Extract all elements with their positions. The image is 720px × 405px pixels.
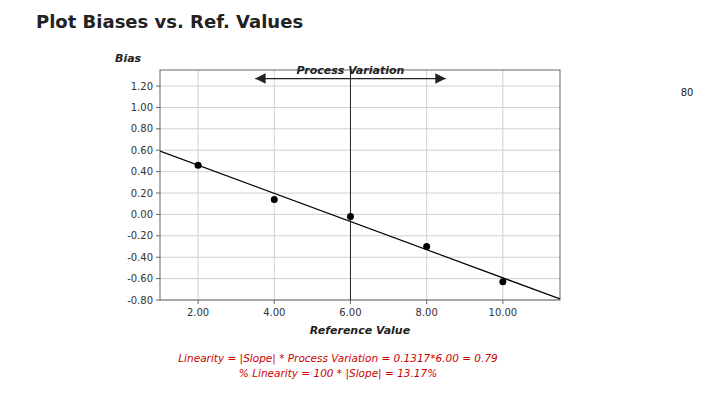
x-tick-label: 8.00 — [416, 307, 438, 318]
y-axis-label: Bias — [115, 52, 142, 65]
y-tick-label: -0.60 — [127, 273, 153, 284]
y-grid-line — [160, 257, 560, 258]
grid — [160, 70, 560, 300]
x-axis-label: Reference Value — [310, 324, 411, 337]
x-tick — [502, 300, 503, 304]
x-tick-label: 6.00 — [339, 307, 361, 318]
y-grid-line — [160, 214, 560, 215]
x-tick — [274, 300, 275, 304]
process-variation-label: Process Variation — [297, 64, 405, 77]
y-tick — [156, 235, 160, 236]
y-tick-label: 0.80 — [131, 123, 153, 134]
x-tick-label: 4.00 — [263, 307, 285, 318]
x-tick — [198, 300, 199, 304]
y-grid-line — [160, 278, 560, 279]
y-tick — [156, 171, 160, 172]
y-tick — [156, 128, 160, 129]
y-tick-label: 1.20 — [131, 81, 153, 92]
y-tick-label: 0.40 — [131, 166, 153, 177]
x-grid-line — [274, 70, 275, 300]
x-grid-line — [426, 70, 427, 300]
y-tick — [156, 86, 160, 87]
fit-line — [160, 151, 560, 299]
y-tick — [156, 193, 160, 194]
x-tick-label: 2.00 — [187, 307, 209, 318]
y-grid-line — [160, 193, 560, 194]
vertical-line — [350, 70, 351, 300]
plot-area — [160, 70, 560, 300]
y-grid-line — [160, 128, 560, 129]
annotation: Linearity = |Slope| * Process Variation … — [178, 352, 498, 365]
annotation: % Linearity = 100 * |Slope| = 13.17% — [239, 367, 437, 380]
y-tick-label: 0.60 — [131, 145, 153, 156]
title: Plot Biases vs. Ref. Values — [36, 11, 303, 32]
y-tick-label: -0.40 — [127, 252, 153, 263]
chart: Plot Biases vs. Ref. Values 2.00 4.00 6.00 8… — [0, 0, 720, 405]
plot-frame — [160, 70, 560, 300]
y-grid-line — [160, 235, 560, 236]
scatter-point — [271, 196, 278, 203]
y-grid-line — [160, 107, 560, 108]
y-grid-line — [160, 150, 560, 151]
y-tick — [156, 107, 160, 108]
y-tick — [156, 150, 160, 151]
process-variation-arrow — [255, 78, 445, 79]
y-tick-label: -0.20 — [127, 230, 153, 241]
x-grid-line — [350, 70, 351, 300]
x-tick — [350, 300, 351, 304]
y-tick — [156, 300, 160, 301]
page-number: 80 — [681, 87, 694, 98]
x-tick-label: 10.00 — [489, 307, 518, 318]
y-tick-label: -0.80 — [127, 295, 153, 306]
x-grid-line — [502, 70, 503, 300]
scatter-point — [347, 213, 354, 220]
y-grid-line — [160, 86, 560, 87]
data-layer — [160, 70, 560, 300]
y-tick-label: 0.00 — [131, 209, 153, 220]
x-grid-line — [198, 70, 199, 300]
y-tick-label: 0.20 — [131, 188, 153, 199]
y-tick — [156, 214, 160, 215]
x-tick — [426, 300, 427, 304]
y-tick — [156, 257, 160, 258]
y-tick-label: 1.00 — [131, 102, 153, 113]
y-grid-line — [160, 171, 560, 172]
y-tick — [156, 278, 160, 279]
